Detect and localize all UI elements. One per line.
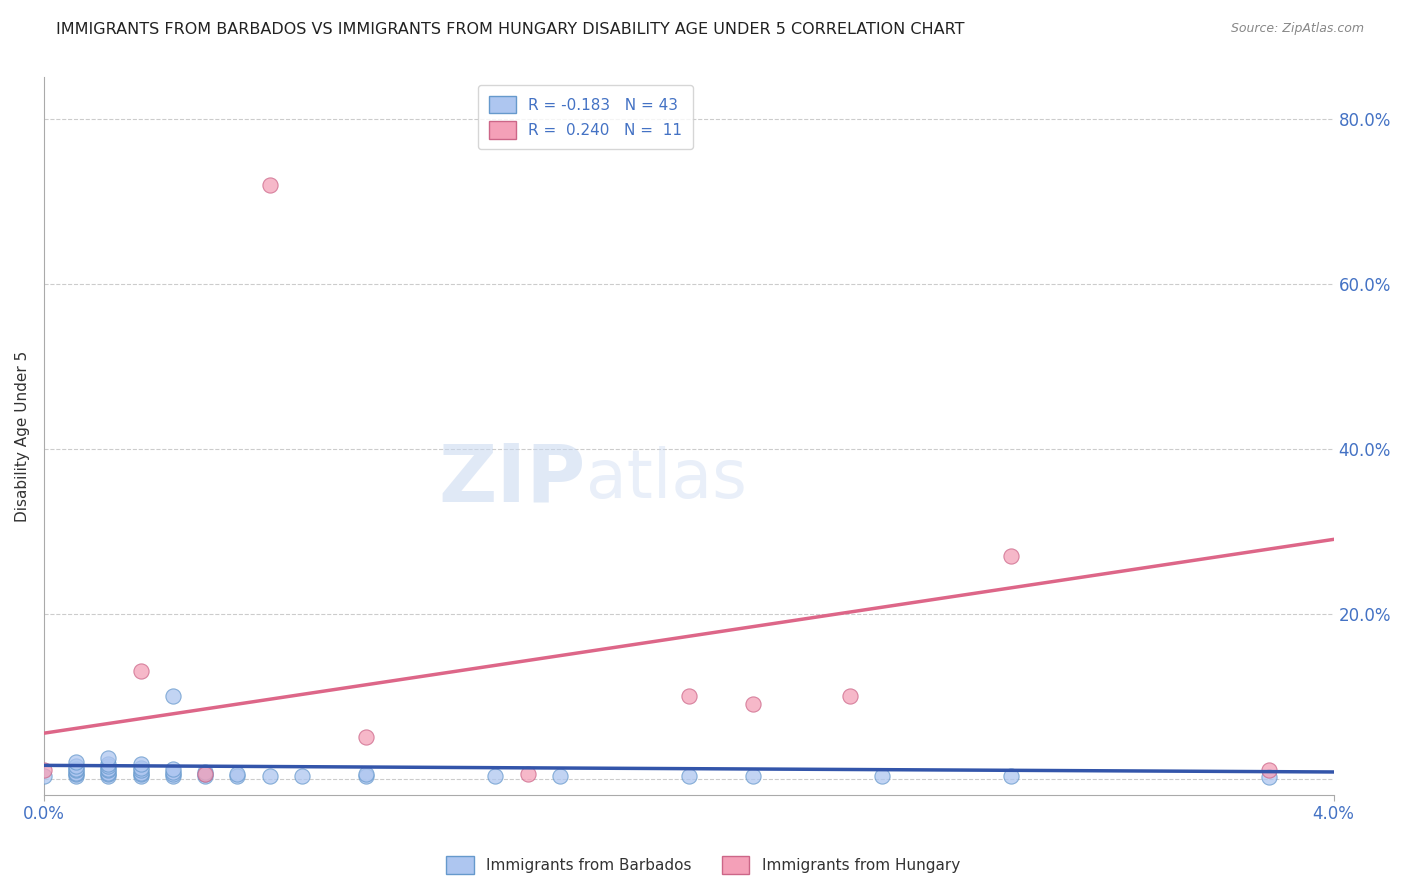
Legend: R = -0.183   N = 43, R =  0.240   N =  11: R = -0.183 N = 43, R = 0.240 N = 11	[478, 85, 693, 149]
Point	[1000, 549, 1022, 563]
Point	[742, 698, 765, 712]
Point	[65, 755, 87, 769]
Point	[291, 769, 314, 783]
Text: IMMIGRANTS FROM BARBADOS VS IMMIGRANTS FROM HUNGARY DISABILITY AGE UNDER 5 CORRE: IMMIGRANTS FROM BARBADOS VS IMMIGRANTS F…	[56, 22, 965, 37]
Point	[259, 769, 281, 783]
Text: ZIP: ZIP	[439, 441, 585, 518]
Text: atlas: atlas	[585, 446, 747, 512]
Y-axis label: Disability Age Under 5: Disability Age Under 5	[15, 351, 30, 522]
Point	[226, 769, 249, 783]
Point	[678, 769, 700, 783]
Point	[97, 756, 120, 771]
Point	[65, 759, 87, 773]
Point	[194, 767, 217, 781]
Point	[162, 762, 184, 776]
Point	[194, 764, 217, 779]
Point	[97, 765, 120, 780]
Point	[65, 769, 87, 783]
Point	[65, 762, 87, 776]
Point	[129, 769, 152, 783]
Point	[226, 767, 249, 781]
Point	[129, 767, 152, 781]
Point	[129, 761, 152, 775]
Point	[356, 767, 378, 781]
Point	[129, 765, 152, 780]
Point	[97, 751, 120, 765]
Point	[162, 764, 184, 779]
Point	[870, 769, 893, 783]
Point	[97, 764, 120, 778]
Point	[129, 764, 152, 778]
Point	[1258, 770, 1281, 784]
Point	[97, 767, 120, 781]
Point	[1000, 769, 1022, 783]
Point	[162, 767, 184, 781]
Point	[1258, 764, 1281, 778]
Point	[65, 764, 87, 778]
Point	[259, 178, 281, 192]
Point	[97, 762, 120, 776]
Point	[194, 767, 217, 781]
Point	[65, 767, 87, 781]
Point	[97, 759, 120, 773]
Point	[162, 689, 184, 703]
Point	[839, 689, 862, 703]
Text: Source: ZipAtlas.com: Source: ZipAtlas.com	[1230, 22, 1364, 36]
Point	[65, 765, 87, 780]
Point	[32, 764, 55, 778]
Point	[129, 756, 152, 771]
Point	[129, 665, 152, 679]
Legend: Immigrants from Barbados, Immigrants from Hungary: Immigrants from Barbados, Immigrants fro…	[440, 850, 966, 880]
Point	[162, 769, 184, 783]
Point	[97, 769, 120, 783]
Point	[516, 767, 538, 781]
Point	[742, 769, 765, 783]
Point	[194, 769, 217, 783]
Point	[356, 769, 378, 783]
Point	[678, 689, 700, 703]
Point	[356, 731, 378, 745]
Point	[32, 769, 55, 783]
Point	[484, 769, 506, 783]
Point	[548, 769, 571, 783]
